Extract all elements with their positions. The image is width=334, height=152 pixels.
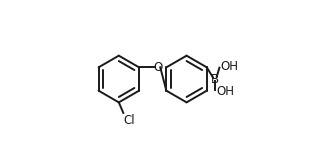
- Text: B: B: [211, 73, 219, 86]
- Text: O: O: [153, 61, 162, 74]
- Text: OH: OH: [220, 60, 238, 73]
- Text: OH: OH: [216, 85, 234, 98]
- Text: Cl: Cl: [124, 114, 135, 127]
